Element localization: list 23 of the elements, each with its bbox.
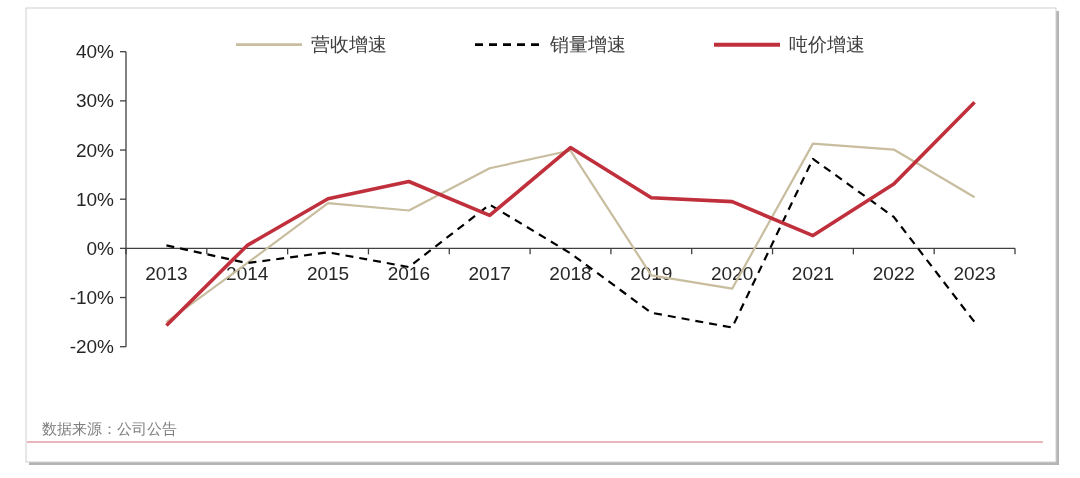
legend-label: 销量增速 [549,34,626,56]
y-tick-label: 40% [75,41,114,63]
x-tick-label: 2015 [306,262,350,284]
y-tick-label: 0% [86,237,114,259]
y-tick-label: 10% [75,188,114,210]
legend-item: 吨价增速 [714,34,865,56]
x-tick-label: 2023 [953,262,996,284]
legend-label: 吨价增速 [789,34,865,56]
y-tick-label: -10% [69,287,114,309]
x-tick-label: 2022 [872,262,915,284]
annotation: 数据来源：公司公告 [42,419,177,437]
x-tick-label: 2017 [468,262,511,284]
x-tick-label: 2021 [791,262,835,284]
y-tick-label: -20% [69,336,114,358]
x-tick-label: 2018 [549,262,592,284]
legend-item: 销量增速 [475,34,626,56]
y-tick-label: 30% [75,90,114,112]
x-tick-label: 2013 [145,262,188,284]
x-tick-label: 2016 [387,262,430,284]
legend-label: 营收增速 [311,34,387,56]
legend-item: 营收增速 [236,34,387,56]
y-tick-label: 20% [75,139,114,161]
x-tick-label: 2020 [711,262,754,284]
